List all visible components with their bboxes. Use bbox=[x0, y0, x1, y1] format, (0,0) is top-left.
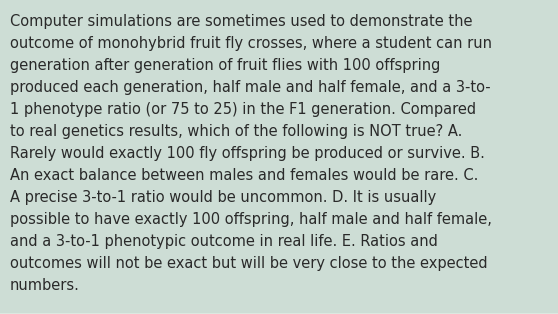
Text: A precise 3-to-1 ratio would be uncommon. D. It is usually: A precise 3-to-1 ratio would be uncommon… bbox=[10, 190, 436, 205]
Text: Computer simulations are sometimes used to demonstrate the: Computer simulations are sometimes used … bbox=[10, 14, 473, 29]
Text: generation after generation of fruit flies with 100 offspring: generation after generation of fruit fli… bbox=[10, 58, 440, 73]
Text: 1 phenotype ratio (or 75 to 25) in the F1 generation. Compared: 1 phenotype ratio (or 75 to 25) in the F… bbox=[10, 102, 476, 117]
Text: and a 3-to-1 phenotypic outcome in real life. E. Ratios and: and a 3-to-1 phenotypic outcome in real … bbox=[10, 234, 438, 249]
Text: to real genetics results, which of the following is NOT true? A.: to real genetics results, which of the f… bbox=[10, 124, 463, 139]
Text: An exact balance between males and females would be rare. C.: An exact balance between males and femal… bbox=[10, 168, 478, 183]
Text: numbers.: numbers. bbox=[10, 278, 80, 293]
Text: possible to have exactly 100 offspring, half male and half female,: possible to have exactly 100 offspring, … bbox=[10, 212, 492, 227]
Text: Rarely would exactly 100 fly offspring be produced or survive. B.: Rarely would exactly 100 fly offspring b… bbox=[10, 146, 485, 161]
Text: outcome of monohybrid fruit fly crosses, where a student can run: outcome of monohybrid fruit fly crosses,… bbox=[10, 36, 492, 51]
Text: outcomes will not be exact but will be very close to the expected: outcomes will not be exact but will be v… bbox=[10, 256, 488, 271]
Text: produced each generation, half male and half female, and a 3-to-: produced each generation, half male and … bbox=[10, 80, 490, 95]
